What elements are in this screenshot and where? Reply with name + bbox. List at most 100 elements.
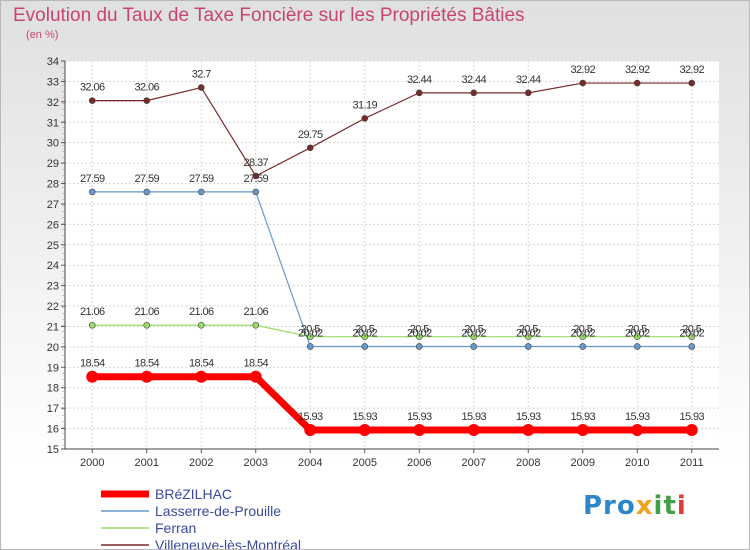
- data-point: [688, 333, 696, 340]
- data-point: [522, 424, 535, 437]
- chart-title: Evolution du Taux de Taxe Foncière sur l…: [13, 5, 525, 26]
- data-point: [306, 144, 314, 152]
- data-point: [413, 424, 426, 437]
- data-point: [470, 343, 478, 350]
- data-label: 20.5: [519, 324, 538, 336]
- data-label: 21.06: [189, 306, 214, 318]
- data-point: [470, 333, 478, 340]
- y-tick-label: 33: [47, 76, 59, 88]
- legend-label-2: Ferran: [155, 520, 196, 536]
- data-point: [306, 333, 314, 340]
- data-point: [88, 321, 96, 329]
- data-point: [579, 79, 587, 87]
- data-point: [88, 188, 96, 196]
- data-point: [470, 89, 478, 97]
- data-point: [143, 97, 151, 104]
- proxiti-logo: Proxiti: [583, 491, 687, 521]
- data-label: 32.7: [192, 69, 211, 81]
- data-point: [415, 343, 423, 350]
- y-tick-label: 19: [47, 362, 59, 374]
- data-point: [197, 188, 205, 196]
- data-point: [252, 321, 260, 329]
- data-label: 21.06: [243, 306, 268, 318]
- data-label: 18.54: [134, 358, 159, 370]
- data-label: 20.02: [407, 327, 432, 339]
- data-label: 20.5: [464, 324, 483, 336]
- x-tick-label: 2003: [244, 457, 268, 469]
- data-label: 32.44: [516, 74, 541, 86]
- data-label: 32.92: [679, 64, 704, 76]
- data-label: 27.59: [134, 173, 159, 185]
- data-label: 20.5: [682, 324, 701, 336]
- data-point: [633, 343, 641, 350]
- data-point: [361, 333, 369, 340]
- data-point: [143, 321, 151, 329]
- data-label: 32.06: [80, 82, 105, 94]
- data-label: 21.06: [134, 306, 159, 318]
- y-tick-label: 30: [47, 138, 59, 150]
- logo-part-3: it: [653, 491, 677, 521]
- y-tick-label: 25: [47, 240, 59, 252]
- data-point: [249, 370, 262, 383]
- data-point: [143, 188, 151, 196]
- data-label: 32.44: [407, 74, 432, 86]
- x-tick-label: 2001: [135, 457, 159, 469]
- data-point: [252, 188, 260, 196]
- data-label: 32.92: [570, 64, 595, 76]
- data-point: [197, 84, 205, 91]
- y-tick-label: 24: [47, 260, 59, 272]
- data-label: 18.54: [189, 358, 214, 370]
- data-label: 20.5: [573, 324, 592, 336]
- y-tick-label: 27: [47, 199, 59, 211]
- data-point: [88, 97, 96, 104]
- legend-label-1: Lasserre-de-Prouille: [155, 503, 281, 519]
- y-tick-label: 26: [47, 219, 59, 231]
- data-point: [306, 343, 314, 350]
- data-label: 28.37: [243, 157, 268, 169]
- data-label: 31.19: [352, 99, 377, 111]
- x-tick-label: 2006: [407, 457, 431, 469]
- data-label: 15.93: [298, 411, 323, 423]
- data-point: [304, 424, 317, 437]
- y-tick-label: 22: [47, 301, 59, 313]
- data-label: 20.5: [628, 324, 647, 336]
- logo-part-4: i: [676, 491, 687, 521]
- data-point: [252, 172, 260, 180]
- data-label: 15.93: [679, 411, 704, 423]
- data-point: [576, 424, 589, 437]
- data-point: [361, 115, 369, 122]
- data-label: 20.02: [352, 327, 377, 339]
- data-point: [524, 343, 532, 350]
- data-label: 15.93: [570, 411, 595, 423]
- data-label: 15.93: [516, 411, 541, 423]
- data-label: 15.93: [461, 411, 486, 423]
- data-label: 15.93: [625, 411, 650, 423]
- y-tick-label: 28: [47, 179, 59, 191]
- data-point: [467, 424, 480, 437]
- y-tick-label: 21: [47, 321, 59, 333]
- data-label: 18.54: [243, 358, 268, 370]
- data-label: 27.59: [189, 173, 214, 185]
- data-point: [524, 333, 532, 340]
- data-label: 32.06: [134, 82, 159, 94]
- y-tick-label: 16: [47, 424, 59, 436]
- data-point: [140, 370, 153, 383]
- x-tick-label: 2008: [516, 457, 540, 469]
- data-label: 20.02: [516, 327, 541, 339]
- data-point: [579, 333, 587, 340]
- y-tick-label: 20: [47, 342, 59, 354]
- logo-part-1: Pro: [583, 491, 636, 521]
- y-tick-label: 34: [47, 56, 59, 68]
- data-point: [361, 343, 369, 350]
- data-label: 27.59: [243, 173, 268, 185]
- data-label: 27.59: [80, 173, 105, 185]
- plot-area: [65, 61, 719, 449]
- data-point: [688, 343, 696, 350]
- series-line-2: [92, 324, 692, 338]
- data-point: [524, 89, 532, 97]
- data-point: [86, 370, 99, 383]
- x-tick-label: 2011: [680, 457, 704, 469]
- data-label: 20.02: [298, 327, 323, 339]
- data-point: [579, 343, 587, 350]
